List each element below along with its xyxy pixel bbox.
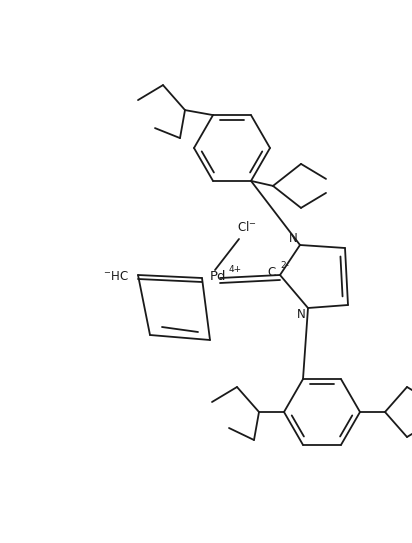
Text: 2-: 2- (280, 261, 289, 269)
Text: 4+: 4+ (229, 266, 242, 275)
Text: N: N (289, 232, 297, 245)
Text: $^{-}$HC: $^{-}$HC (103, 270, 129, 283)
Text: C: C (268, 267, 276, 280)
Text: Cl$^{-}$: Cl$^{-}$ (237, 220, 257, 234)
Text: N: N (297, 307, 305, 320)
Text: Pd: Pd (210, 269, 227, 282)
